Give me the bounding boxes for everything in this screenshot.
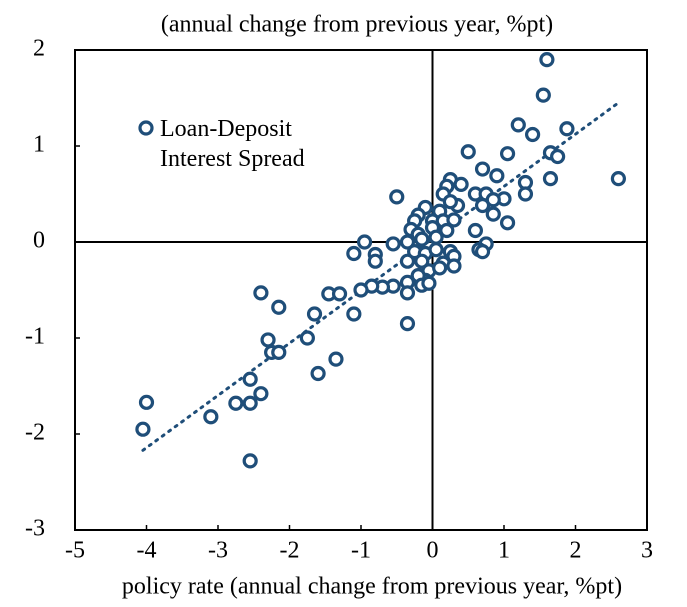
scatter-point bbox=[559, 121, 575, 137]
scatter-point bbox=[135, 421, 151, 437]
scatter-point bbox=[399, 285, 416, 301]
scatter-point bbox=[203, 409, 219, 425]
scatter-point bbox=[485, 206, 501, 222]
x-tick-label: -4 bbox=[137, 538, 157, 564]
legend-label: Loan-Deposit Interest Spread bbox=[160, 116, 305, 172]
scatter-point bbox=[539, 51, 555, 68]
scatter-point bbox=[446, 258, 462, 274]
x-tick-label: -5 bbox=[65, 538, 85, 564]
scatter-point bbox=[356, 234, 373, 250]
scatter-point bbox=[467, 222, 483, 239]
x-tick-label: -1 bbox=[351, 538, 371, 564]
scatter-point bbox=[346, 306, 362, 322]
y-tick-label: 1 bbox=[33, 132, 45, 158]
scatter-point bbox=[510, 117, 526, 133]
scatter-point bbox=[414, 253, 430, 269]
x-tick-label: -2 bbox=[280, 538, 300, 564]
scatter-point bbox=[242, 395, 258, 411]
y-tick-label: -1 bbox=[25, 324, 45, 350]
scatter-point bbox=[328, 351, 344, 367]
x-tick-label: 1 bbox=[498, 538, 510, 564]
scatter-point bbox=[228, 395, 244, 411]
scatter-point bbox=[399, 253, 416, 269]
scatter-point bbox=[399, 316, 416, 332]
scatter-point bbox=[421, 275, 437, 291]
scatter-point bbox=[367, 253, 383, 269]
scatter-point bbox=[453, 176, 469, 192]
y-tick-label: 0 bbox=[33, 228, 45, 254]
x-tick-label: 2 bbox=[570, 538, 582, 564]
scatter-point bbox=[428, 242, 444, 258]
scatter-point bbox=[542, 171, 559, 187]
y-tick-label: -2 bbox=[25, 420, 45, 446]
scatter-point bbox=[524, 126, 541, 143]
scatter-point bbox=[310, 365, 326, 382]
scatter-point bbox=[460, 144, 476, 160]
scatter-point bbox=[299, 330, 315, 346]
legend-marker bbox=[138, 120, 154, 136]
scatter-point bbox=[610, 171, 627, 187]
scatter-point bbox=[432, 260, 448, 276]
scatter-point bbox=[253, 386, 269, 402]
scatter-point bbox=[489, 168, 505, 184]
scatter-point bbox=[474, 197, 491, 214]
scatter-point bbox=[138, 394, 155, 410]
scatter-point bbox=[271, 344, 287, 360]
scatter-point bbox=[439, 222, 455, 239]
scatter-point bbox=[306, 306, 323, 322]
scatter-point bbox=[389, 189, 405, 205]
y-tick-label: -3 bbox=[25, 516, 45, 542]
scatter-point bbox=[260, 332, 276, 348]
scatter-point bbox=[428, 229, 444, 245]
scatter-point bbox=[353, 282, 369, 298]
x-tick-label: -3 bbox=[208, 538, 228, 564]
chart-title: (annual change from previous year, %pt) bbox=[161, 12, 553, 38]
scatter-point bbox=[474, 161, 491, 177]
x-tick-label: 3 bbox=[641, 538, 653, 564]
scatter-point bbox=[442, 194, 458, 210]
trend-line bbox=[141, 101, 620, 452]
scatter-point bbox=[242, 371, 258, 387]
y-tick-label: 2 bbox=[33, 36, 45, 62]
scatter-point bbox=[499, 215, 516, 231]
scatter-point bbox=[446, 212, 462, 228]
scatter-point bbox=[550, 148, 566, 165]
scatter-point bbox=[474, 244, 491, 260]
scatter-point bbox=[331, 286, 348, 302]
scatter-point bbox=[517, 186, 534, 202]
scatter-point bbox=[242, 453, 258, 469]
scatter-point bbox=[535, 87, 551, 103]
scatter-point bbox=[399, 234, 416, 250]
x-tick-label: 0 bbox=[427, 538, 439, 564]
scatter-point bbox=[499, 146, 516, 162]
scatter-point bbox=[346, 245, 362, 262]
scatter-point bbox=[271, 299, 287, 315]
scatter-point bbox=[385, 236, 401, 252]
scatter-point bbox=[253, 285, 269, 301]
scatter-point bbox=[414, 231, 430, 247]
x-axis-label: policy rate (annual change from previous… bbox=[122, 574, 622, 600]
